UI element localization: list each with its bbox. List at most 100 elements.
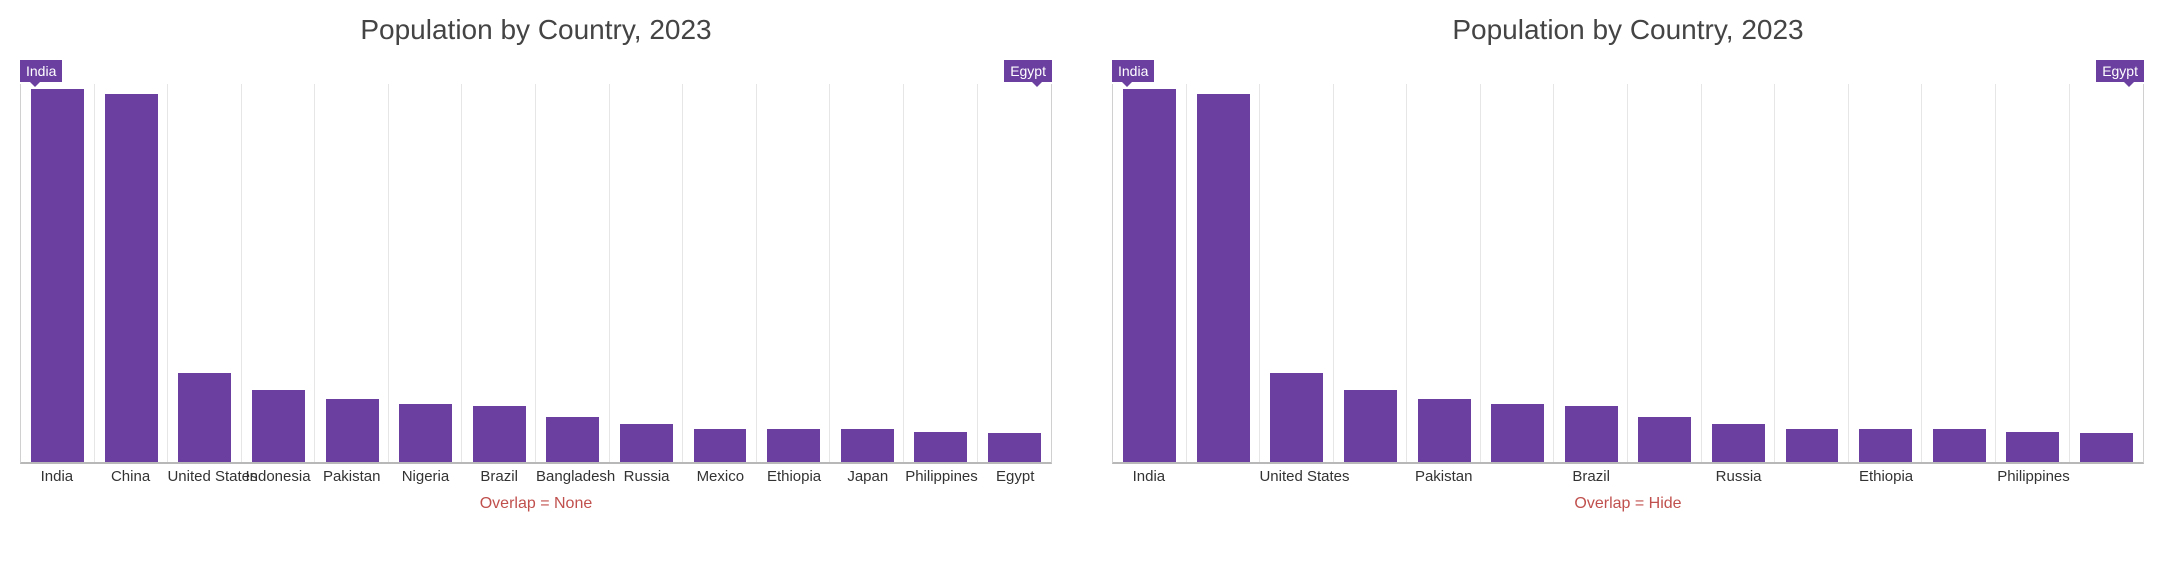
x-tick-label — [1628, 468, 1702, 485]
bar — [1344, 390, 1397, 462]
bar — [326, 399, 379, 462]
bar — [252, 390, 305, 462]
x-tick-label: Bangladesh — [536, 468, 610, 485]
x-tick-label: United States — [1259, 468, 1333, 485]
bar-slot — [757, 84, 831, 462]
bar-slot — [242, 84, 316, 462]
last-point-badge: Egypt — [2096, 60, 2144, 82]
plot-area — [1112, 84, 2144, 464]
last-point-badge: Egypt — [1004, 60, 1052, 82]
x-tick-label: India — [1112, 468, 1186, 485]
bar-slot — [904, 84, 978, 462]
bar-slot — [2070, 84, 2144, 462]
bar — [1197, 94, 1250, 462]
bar-slot — [389, 84, 463, 462]
bar — [1491, 404, 1544, 462]
chart-area: India Egypt India United States Pakistan Br… — [1112, 60, 2144, 485]
bar-slot — [1702, 84, 1776, 462]
bar — [1565, 406, 1618, 462]
x-tick-label — [1481, 468, 1555, 485]
x-tick-label: Mexico — [683, 468, 757, 485]
bar-slot — [95, 84, 169, 462]
bar — [767, 429, 820, 462]
x-tick-label — [1775, 468, 1849, 485]
bar — [1859, 429, 1912, 462]
plot-area — [20, 84, 1052, 464]
bar — [399, 404, 452, 462]
x-tick-label: United States — [167, 468, 241, 485]
bar — [988, 433, 1041, 462]
badge-row: India Egypt — [1112, 60, 2144, 84]
bar-slot — [978, 84, 1052, 462]
x-tick-label: Russia — [610, 468, 684, 485]
bar — [1270, 373, 1323, 462]
bar — [2006, 432, 2059, 463]
bar-slot — [1628, 84, 1702, 462]
badge-row: India Egypt — [20, 60, 1052, 84]
bar-slot — [683, 84, 757, 462]
bar — [546, 417, 599, 462]
x-tick-label: Ethiopia — [1849, 468, 1923, 485]
bar-slot — [1407, 84, 1481, 462]
x-tick-label: Japan — [831, 468, 905, 485]
x-tick-label: China — [94, 468, 168, 485]
bar — [31, 89, 84, 462]
bar-slot — [1775, 84, 1849, 462]
bar — [841, 429, 894, 462]
bar — [473, 406, 526, 462]
bar — [1786, 429, 1839, 462]
bar-slot — [830, 84, 904, 462]
x-tick-label: Pakistan — [1407, 468, 1481, 485]
bar-slot — [315, 84, 389, 462]
x-tick-label: Indonesia — [241, 468, 315, 485]
bar-slot — [1554, 84, 1628, 462]
bar — [1933, 429, 1986, 462]
bar-slot — [1187, 84, 1261, 462]
bar — [1712, 424, 1765, 462]
bar-slot — [1113, 84, 1187, 462]
x-tick-label: Egypt — [978, 468, 1052, 485]
x-tick-label: Philippines — [1997, 468, 2071, 485]
bar-slot — [1481, 84, 1555, 462]
first-point-badge: India — [1112, 60, 1154, 82]
x-axis: IndiaChinaUnited StatesIndonesiaPakistan… — [20, 468, 1052, 485]
chart-caption: Overlap = None — [20, 495, 1052, 513]
bar — [914, 432, 967, 463]
chart-title: Population by Country, 2023 — [20, 14, 1052, 46]
chart-caption: Overlap = Hide — [1112, 495, 2144, 513]
first-point-badge: India — [20, 60, 62, 82]
x-tick-label — [1923, 468, 1997, 485]
bar-slot — [1922, 84, 1996, 462]
x-tick-label — [2070, 468, 2144, 485]
bar — [2080, 433, 2133, 462]
bar — [1123, 89, 1176, 462]
bar — [1638, 417, 1691, 462]
x-axis: India United States Pakistan Brazil Russia Et… — [1112, 468, 2144, 485]
bar — [620, 424, 673, 462]
bar — [105, 94, 158, 462]
x-tick-label — [1333, 468, 1407, 485]
bar-slot — [1849, 84, 1923, 462]
x-tick-label: Pakistan — [315, 468, 389, 485]
x-tick-label: Philippines — [905, 468, 979, 485]
chart-panel-left: Population by Country, 2023 India Egypt … — [20, 10, 1052, 513]
bar-slot — [168, 84, 242, 462]
bar-slot — [610, 84, 684, 462]
bar-slot — [536, 84, 610, 462]
bar-slot — [462, 84, 536, 462]
x-tick-label: India — [20, 468, 94, 485]
x-tick-label: Russia — [1702, 468, 1776, 485]
x-tick-label: Brazil — [462, 468, 536, 485]
x-tick-label: Brazil — [1554, 468, 1628, 485]
bar — [694, 429, 747, 462]
x-tick-label — [1186, 468, 1260, 485]
bar-slot — [21, 84, 95, 462]
bar — [178, 373, 231, 462]
chart-panel-right: Population by Country, 2023 India Egypt … — [1112, 10, 2144, 513]
chart-title: Population by Country, 2023 — [1112, 14, 2144, 46]
bar-slot — [1260, 84, 1334, 462]
x-tick-label: Nigeria — [389, 468, 463, 485]
bar-slot — [1996, 84, 2070, 462]
chart-area: India Egypt IndiaChinaUnited StatesIndon… — [20, 60, 1052, 485]
x-tick-label: Ethiopia — [757, 468, 831, 485]
